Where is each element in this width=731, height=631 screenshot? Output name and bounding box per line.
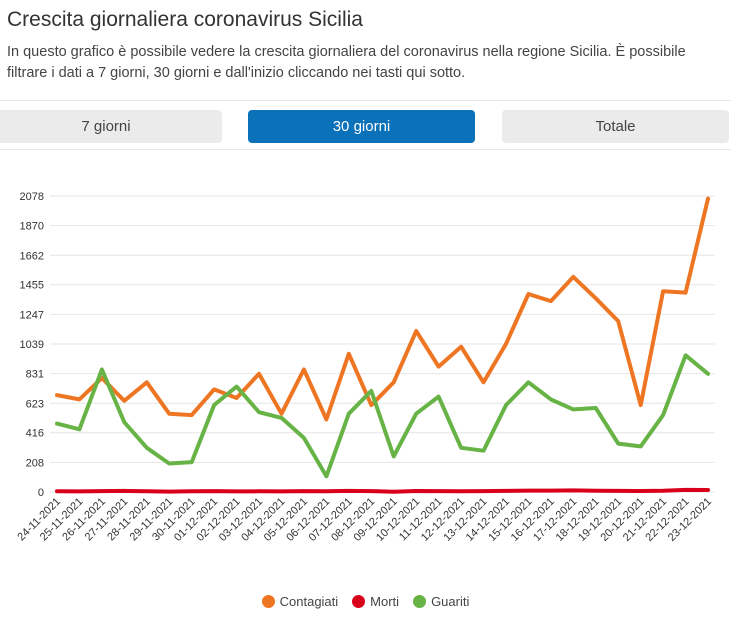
legend-item-guariti[interactable]: Guariti xyxy=(413,594,469,609)
filter-bar: 7 giorni 30 giorni Totale xyxy=(0,100,731,150)
y-tick-label: 1455 xyxy=(20,280,44,292)
page-title: Crescita giornaliera coronavirus Sicilia xyxy=(7,8,363,31)
y-tick-label: 1039 xyxy=(20,339,44,351)
filter-30-days-button[interactable]: 30 giorni xyxy=(248,110,475,143)
y-tick-label: 208 xyxy=(26,457,44,469)
chart-legend: Contagiati Morti Guariti xyxy=(0,594,731,609)
legend-label-morti: Morti xyxy=(370,594,400,609)
legend-marker-morti xyxy=(352,595,366,608)
series-line-morti xyxy=(55,487,710,494)
y-tick-label: 831 xyxy=(26,369,44,381)
legend-item-contagiati[interactable]: Contagiati xyxy=(261,594,339,609)
legend-marker-guariti xyxy=(413,595,427,608)
y-tick-label: 1662 xyxy=(20,250,44,262)
line-chart: 020841662383110391247145516621870207824-… xyxy=(15,191,715,544)
chart-description: In questo grafico è possibile vedere la … xyxy=(7,44,686,81)
y-tick-label: 1870 xyxy=(20,221,44,233)
y-tick-label: 2078 xyxy=(20,191,44,203)
series-line-contagiati xyxy=(55,196,710,422)
y-tick-label: 623 xyxy=(26,398,44,410)
legend-label-contagiati: Contagiati xyxy=(279,594,339,609)
series-line-guariti xyxy=(55,353,710,479)
filter-total-button[interactable]: Totale xyxy=(502,110,729,143)
y-tick-label: 0 xyxy=(38,487,44,499)
legend-label-guariti: Guariti xyxy=(431,594,470,609)
y-tick-label: 1247 xyxy=(20,309,44,321)
filter-7-days-button[interactable]: 7 giorni xyxy=(0,110,222,143)
legend-marker-contagiati xyxy=(261,595,275,608)
y-tick-label: 416 xyxy=(26,428,44,440)
legend-item-morti[interactable]: Morti xyxy=(352,594,399,609)
